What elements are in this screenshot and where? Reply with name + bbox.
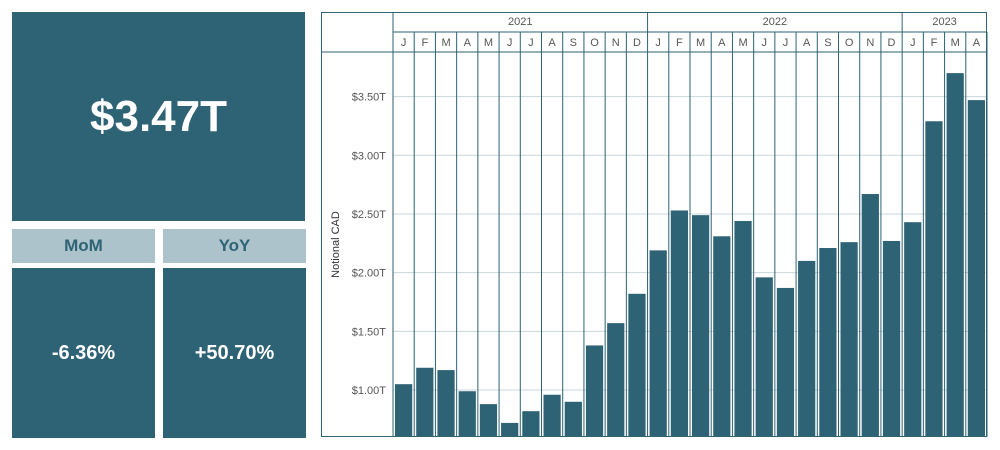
bar (607, 323, 625, 437)
chart-frame (321, 12, 987, 437)
bar (776, 287, 795, 437)
bar (628, 293, 646, 437)
month-label: J (655, 37, 661, 49)
total-notional-value: $3.47T (12, 12, 305, 221)
month-label: J (507, 37, 513, 49)
month-label: A (718, 37, 726, 49)
bar (840, 242, 858, 437)
bar (670, 210, 688, 437)
month-label: M (951, 37, 960, 49)
bar (458, 391, 476, 437)
bar (692, 215, 710, 437)
month-label: N (866, 37, 874, 49)
month-label: J (783, 37, 789, 49)
bar (734, 221, 752, 437)
month-label: M (738, 37, 747, 49)
y-tick-label: $1.00T (352, 385, 387, 397)
y-tick-label: $2.50T (352, 209, 387, 221)
mom-header: MoM (12, 229, 155, 263)
bar (861, 194, 879, 437)
bar (755, 277, 773, 437)
month-label: F (676, 37, 683, 49)
mom-value: -6.36% (12, 268, 155, 438)
month-label: M (696, 37, 705, 49)
bar (819, 248, 837, 437)
bar (501, 422, 519, 437)
bar (395, 384, 413, 437)
bar (882, 240, 901, 437)
bar (904, 222, 922, 437)
bar (543, 394, 561, 437)
month-label: D (633, 37, 641, 49)
month-label: J (762, 37, 768, 49)
bar (564, 401, 582, 437)
y-tick-label: $3.50T (352, 92, 387, 104)
month-label: A (803, 37, 811, 49)
year-label: 2022 (763, 16, 787, 28)
month-label: F (421, 37, 428, 49)
month-label: D (888, 37, 896, 49)
bar (479, 404, 498, 437)
y-tick-label: $2.00T (352, 268, 387, 280)
bar (649, 250, 667, 437)
y-tick-label: $3.00T (352, 150, 387, 162)
month-label: A (464, 37, 472, 49)
bar (713, 236, 731, 437)
bar (946, 73, 964, 437)
bar (925, 121, 943, 437)
month-label: A (973, 37, 981, 49)
month-label: O (845, 37, 854, 49)
month-label: F (931, 37, 938, 49)
bar (798, 260, 816, 437)
month-label: M (441, 37, 450, 49)
yoy-value: +50.70% (163, 268, 306, 438)
bar (416, 367, 434, 437)
bar (585, 345, 604, 437)
month-label: M (484, 37, 493, 49)
bar (967, 100, 985, 437)
month-label: J (401, 37, 407, 49)
y-axis-title: Notional CAD (330, 211, 342, 278)
month-label: O (590, 37, 599, 49)
month-label: S (824, 37, 831, 49)
bar (437, 370, 455, 437)
yoy-header: YoY (163, 229, 306, 263)
month-label: J (528, 37, 534, 49)
bar (522, 411, 540, 437)
month-label: A (548, 37, 556, 49)
year-label: 2021 (508, 16, 532, 28)
month-label: S (570, 37, 577, 49)
month-label: N (612, 37, 620, 49)
month-label: J (910, 37, 916, 49)
y-tick-label: $1.50T (352, 326, 387, 338)
year-label: 2023 (932, 16, 956, 28)
